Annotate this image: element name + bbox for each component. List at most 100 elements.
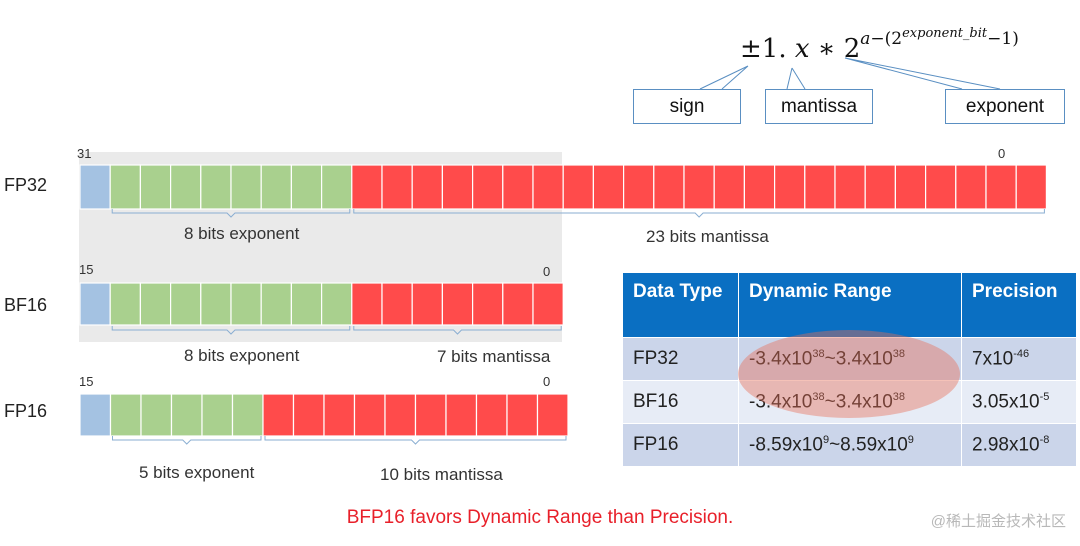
cell-range: -3.4x1038~3.4x1038 [738, 337, 962, 381]
cell-range: -8.59x109~8.59x109 [738, 423, 962, 467]
bf16-mantissa-bit [472, 282, 504, 326]
table-header-row: Data Type Dynamic Range Precision [622, 272, 1077, 338]
fp16-exponent-bit [109, 393, 142, 437]
fp16-mantissa-bit [475, 393, 508, 437]
fp16-low-bit: 0 [543, 374, 551, 389]
fp16-mantissa-bit [262, 393, 295, 437]
fp16-mantissa-bit [384, 393, 417, 437]
fp16-mantissa-bit [353, 393, 386, 437]
fp16-mantissa-label: 10 bits mantissa [380, 465, 503, 484]
fp32-exponent-bit [260, 164, 293, 210]
fp32-exponent-bit [200, 164, 232, 210]
fp16-exponent-bit [201, 393, 234, 437]
data-type-table: Data Type Dynamic Range Precision FP32 -… [622, 272, 1077, 467]
watermark: @稀土掘金技术社区 [930, 513, 1066, 530]
fp16-label: FP16 [4, 401, 48, 421]
cell-type: BF16 [622, 380, 739, 424]
table-row: FP16 -8.59x109~8.59x109 2.98x10-8 [622, 423, 1077, 467]
bf16-exponent-bit [260, 282, 293, 326]
fp32-mantissa-bit [562, 164, 595, 210]
fp16-exponent-label: 5 bits exponent [139, 463, 255, 482]
fp32-low-bit: 0 [998, 146, 1006, 161]
fp32-mantissa-bit [532, 164, 564, 210]
fp32-mantissa-bit [592, 164, 625, 210]
header-dynamic-range: Dynamic Range [738, 272, 962, 338]
fp16-exponent-brace [112, 436, 262, 445]
bf16-exponent-bit [290, 282, 323, 326]
fp32-mantissa-bit [713, 164, 746, 210]
fp32-mantissa-bit [1015, 164, 1048, 210]
bf16-exponent-bit [230, 282, 262, 326]
bf16-mantissa-bit [441, 282, 474, 326]
bf16-exponent-bit [321, 282, 353, 326]
fp32-mantissa-bit [985, 164, 1017, 210]
fp32-mantissa-bit [381, 164, 413, 210]
fp32-exponent-bit [170, 164, 202, 210]
fp32-exponent-bit [139, 164, 172, 210]
fp32-exponent-bit [109, 164, 141, 210]
fp32-mantissa-bit [955, 164, 987, 210]
bf16-exponent-brace [111, 326, 351, 335]
sign-callout-label: sign [669, 95, 705, 117]
fp32-exponent-bit [290, 164, 323, 210]
header-data-type: Data Type [622, 272, 739, 338]
bf16-high-bit: 15 [79, 262, 94, 277]
fp32-mantissa-bit [351, 164, 383, 210]
bf16-mantissa-brace [353, 326, 562, 335]
fp32-mantissa-brace [353, 209, 1045, 218]
cell-type: FP32 [622, 337, 739, 381]
cell-type: FP16 [622, 423, 739, 467]
fp16-mantissa-brace [264, 436, 567, 445]
fp16-mantissa-bit [536, 393, 569, 437]
fp32-mantissa-bit [653, 164, 685, 210]
fp32-high-bit: 31 [77, 146, 92, 161]
fp32-exponent-brace [111, 209, 351, 218]
bf16-sign-bit [79, 282, 111, 326]
sign-pointer [699, 65, 749, 90]
bf16-label: BF16 [4, 295, 48, 315]
fp32-mantissa-bit [804, 164, 836, 210]
fp32-mantissa-bit [502, 164, 534, 210]
fp16-mantissa-bit [445, 393, 478, 437]
fp32-mantissa-bit [773, 164, 806, 210]
header-precision: Precision [961, 272, 1077, 338]
bf16-exponent-bit [200, 282, 232, 326]
mantissa-callout: mantissa [765, 89, 873, 124]
fp32-exponent-label: 8 bits exponent [184, 224, 300, 243]
formula-base: ±1. 𝑥 ∗ 2 [740, 34, 861, 64]
fp16-exponent-bit [140, 393, 173, 437]
fp32-mantissa-bit [441, 164, 474, 210]
fp32-sign-bit [79, 164, 111, 210]
mantissa-callout-label: mantissa [780, 95, 858, 117]
bf16-mantissa-bit [502, 282, 534, 326]
fp16-sign-bit [79, 393, 112, 437]
fp32-mantissa-bit [834, 164, 866, 210]
fp16-mantissa-bit [292, 393, 325, 437]
bf16-mantissa-bit [351, 282, 383, 326]
bf16-exponent-bit [170, 282, 202, 326]
fp32-mantissa-bit [411, 164, 444, 210]
exponent-callout: exponent [945, 89, 1065, 124]
fp32-mantissa-bit [924, 164, 957, 210]
bf16-exponent-label: 8 bits exponent [184, 346, 300, 365]
exponent-callout-label: exponent [965, 95, 1045, 117]
cell-precision: 7x10-46 [961, 337, 1077, 381]
formula: ±1. 𝑥 ∗ 2𝑎−(2𝑒𝑥𝑝𝑜𝑛𝑒𝑛𝑡_𝑏𝑖𝑡−1) [740, 26, 1019, 64]
bf16-low-bit: 0 [543, 264, 551, 279]
formula-exp-tail: −1) [987, 29, 1019, 49]
bf16-exponent-bit [109, 282, 141, 326]
bf16-mantissa-bit [532, 282, 564, 326]
fp32-label: FP32 [4, 175, 48, 195]
fp16-high-bit: 15 [79, 374, 94, 389]
formula-exp-bit: 𝑒𝑥𝑝𝑜𝑛𝑒𝑛𝑡_𝑏𝑖𝑡 [902, 26, 988, 41]
fp32-exponent-bit [230, 164, 262, 210]
mantissa-pointer [786, 67, 806, 90]
fp32-mantissa-bit [743, 164, 776, 210]
cell-precision: 3.05x10-5 [961, 380, 1077, 424]
exponent-pointer [844, 57, 1001, 90]
fp32-mantissa-label: 23 bits mantissa [646, 227, 769, 246]
fp32-mantissa-bit [622, 164, 655, 210]
fp16-exponent-bit [170, 393, 203, 437]
bf16-exponent-bit [139, 282, 172, 326]
